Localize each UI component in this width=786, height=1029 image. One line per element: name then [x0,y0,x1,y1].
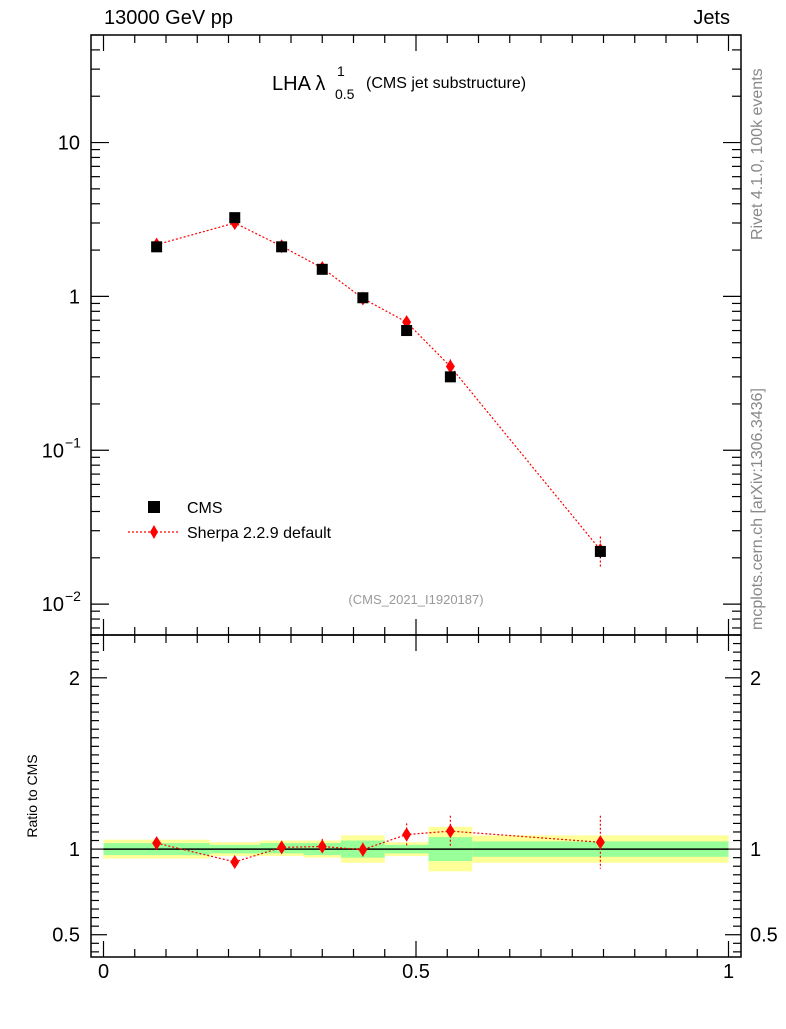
ratio-y-tick-label-left: 0.5 [52,925,80,947]
main-y-tick-label: 10 [42,594,64,616]
ratio-sherpa-point [152,836,162,851]
axis-ticks [91,34,741,957]
ratio-y-axis-label: Ratio to CMS [24,754,40,837]
cms-point [444,371,456,383]
ratio-sherpa-line [156,830,601,863]
cms-point [316,263,328,275]
cms-point [401,325,413,337]
sherpa-line [156,222,601,551]
cms-point [357,292,369,304]
cms-point [276,241,288,253]
ratio-y-tick-label-right: 1 [750,839,761,861]
analysis-watermark: (CMS_2021_I1920187) [348,592,483,607]
ratio-plot-frame [90,634,742,958]
ratio-y-tick-label-right: 0.5 [750,925,778,947]
process-label: Jets [693,7,730,29]
plot-title: LHA λ [272,73,325,95]
ratio-sherpa-point [317,839,327,854]
legend-sherpa-marker [150,525,158,539]
collision-energy-label: 13000 GeV pp [104,7,233,29]
main-y-tick-label: 10 [42,440,64,462]
x-tick-label: 0.5 [402,961,430,983]
cms-point [594,545,606,557]
plot-title-suffix: (CMS jet substructure) [366,75,526,92]
main-y-tick-label: 10 [58,133,80,155]
ratio-y-tick-label-right: 2 [750,668,761,690]
ratio-sherpa-point [445,824,455,839]
main-plot-frame [90,34,742,636]
ratio-sherpa-series [152,815,605,869]
cms-point [151,241,163,253]
ratio-sherpa-point [230,854,240,869]
plot-title-subscript: 0.5 [335,86,355,102]
cms-point [229,212,241,224]
main-y-tick-exponent: −1 [65,434,81,450]
x-tick-label: 0 [98,961,109,983]
x-tick-label: 1 [723,961,734,983]
rivet-version-label: Rivet 4.1.0, 100k events [749,68,766,240]
plot-title-superscript: 1 [337,63,345,79]
ratio-y-tick-label-left: 2 [69,668,80,690]
legend-cms-marker [148,501,160,513]
ratio-sherpa-point [402,827,412,842]
ratio-sherpa-point [277,840,287,855]
mcplots-reference-label: mcplots.cern.ch [arXiv:1306.3436] [749,388,766,630]
sherpa-point [445,359,455,374]
ratio-sherpa-point [358,842,368,857]
legend-cms-label: CMS [187,500,223,517]
legend-sherpa-label: Sherpa 2.2.9 default [187,525,332,542]
main-y-tick-label: 1 [69,286,80,308]
main-y-tick-exponent: −2 [65,588,81,604]
ratio-y-tick-label-left: 1 [69,839,80,861]
ratio-sherpa-point [595,835,605,850]
cms-series [151,212,606,558]
